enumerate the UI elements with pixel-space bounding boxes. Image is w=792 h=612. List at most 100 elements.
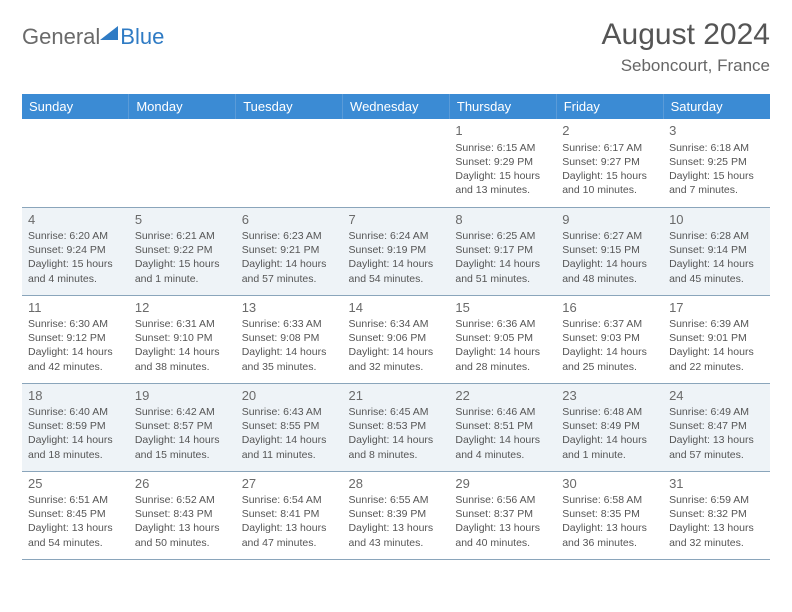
day-number: 3 bbox=[669, 122, 764, 140]
calendar-cell: 14Sunrise: 6:34 AMSunset: 9:06 PMDayligh… bbox=[343, 295, 450, 383]
calendar-cell: 6Sunrise: 6:23 AMSunset: 9:21 PMDaylight… bbox=[236, 207, 343, 295]
calendar-cell: 19Sunrise: 6:42 AMSunset: 8:57 PMDayligh… bbox=[129, 383, 236, 471]
sunset-line: Sunset: 8:51 PM bbox=[455, 419, 550, 433]
calendar-cell: 28Sunrise: 6:55 AMSunset: 8:39 PMDayligh… bbox=[343, 471, 450, 559]
sunset-line: Sunset: 8:37 PM bbox=[455, 507, 550, 521]
sunrise-line: Sunrise: 6:33 AM bbox=[242, 317, 337, 331]
calendar-cell: 29Sunrise: 6:56 AMSunset: 8:37 PMDayligh… bbox=[449, 471, 556, 559]
calendar-cell: 24Sunrise: 6:49 AMSunset: 8:47 PMDayligh… bbox=[663, 383, 770, 471]
daylight-line: Daylight: 13 hours and 43 minutes. bbox=[349, 521, 444, 549]
day-number: 9 bbox=[562, 211, 657, 229]
daylight-line: Daylight: 14 hours and 4 minutes. bbox=[455, 433, 550, 461]
daylight-line: Daylight: 14 hours and 54 minutes. bbox=[349, 257, 444, 285]
page-title: August 2024 bbox=[602, 18, 770, 52]
sunset-line: Sunset: 9:08 PM bbox=[242, 331, 337, 345]
day-number: 5 bbox=[135, 211, 230, 229]
daylight-line: Daylight: 14 hours and 48 minutes. bbox=[562, 257, 657, 285]
daylight-line: Daylight: 14 hours and 18 minutes. bbox=[28, 433, 123, 461]
calendar-cell: 2Sunrise: 6:17 AMSunset: 9:27 PMDaylight… bbox=[556, 119, 663, 207]
day-number: 24 bbox=[669, 387, 764, 405]
sunset-line: Sunset: 8:39 PM bbox=[349, 507, 444, 521]
sunrise-line: Sunrise: 6:40 AM bbox=[28, 405, 123, 419]
sunrise-line: Sunrise: 6:48 AM bbox=[562, 405, 657, 419]
calendar-cell: 12Sunrise: 6:31 AMSunset: 9:10 PMDayligh… bbox=[129, 295, 236, 383]
sunrise-line: Sunrise: 6:42 AM bbox=[135, 405, 230, 419]
calendar-week-row: 1Sunrise: 6:15 AMSunset: 9:29 PMDaylight… bbox=[22, 119, 770, 207]
sunrise-line: Sunrise: 6:18 AM bbox=[669, 141, 764, 155]
day-number: 25 bbox=[28, 475, 123, 493]
day-number: 7 bbox=[349, 211, 444, 229]
calendar-cell: 20Sunrise: 6:43 AMSunset: 8:55 PMDayligh… bbox=[236, 383, 343, 471]
sunrise-line: Sunrise: 6:20 AM bbox=[28, 229, 123, 243]
sunset-line: Sunset: 9:15 PM bbox=[562, 243, 657, 257]
calendar-cell: 3Sunrise: 6:18 AMSunset: 9:25 PMDaylight… bbox=[663, 119, 770, 207]
daylight-line: Daylight: 13 hours and 36 minutes. bbox=[562, 521, 657, 549]
sunset-line: Sunset: 8:59 PM bbox=[28, 419, 123, 433]
day-number: 19 bbox=[135, 387, 230, 405]
weekday-header: Friday bbox=[556, 94, 663, 119]
sunset-line: Sunset: 8:43 PM bbox=[135, 507, 230, 521]
day-number: 27 bbox=[242, 475, 337, 493]
day-number: 26 bbox=[135, 475, 230, 493]
calendar-table: SundayMondayTuesdayWednesdayThursdayFrid… bbox=[22, 94, 770, 560]
sunset-line: Sunset: 8:57 PM bbox=[135, 419, 230, 433]
sunrise-line: Sunrise: 6:25 AM bbox=[455, 229, 550, 243]
daylight-line: Daylight: 14 hours and 1 minute. bbox=[562, 433, 657, 461]
sunset-line: Sunset: 9:10 PM bbox=[135, 331, 230, 345]
calendar-cell-empty bbox=[343, 119, 450, 207]
sunrise-line: Sunrise: 6:17 AM bbox=[562, 141, 657, 155]
logo-text-blue: Blue bbox=[120, 24, 164, 50]
calendar-week-row: 11Sunrise: 6:30 AMSunset: 9:12 PMDayligh… bbox=[22, 295, 770, 383]
sunrise-line: Sunrise: 6:23 AM bbox=[242, 229, 337, 243]
sunrise-line: Sunrise: 6:52 AM bbox=[135, 493, 230, 507]
sunrise-line: Sunrise: 6:27 AM bbox=[562, 229, 657, 243]
header: General Blue August 2024 Seboncourt, Fra… bbox=[22, 18, 770, 76]
sunrise-line: Sunrise: 6:58 AM bbox=[562, 493, 657, 507]
day-number: 15 bbox=[455, 299, 550, 317]
calendar-cell: 21Sunrise: 6:45 AMSunset: 8:53 PMDayligh… bbox=[343, 383, 450, 471]
sunset-line: Sunset: 8:55 PM bbox=[242, 419, 337, 433]
sunrise-line: Sunrise: 6:51 AM bbox=[28, 493, 123, 507]
sunset-line: Sunset: 8:45 PM bbox=[28, 507, 123, 521]
day-number: 12 bbox=[135, 299, 230, 317]
calendar-body: 1Sunrise: 6:15 AMSunset: 9:29 PMDaylight… bbox=[22, 119, 770, 559]
sunrise-line: Sunrise: 6:24 AM bbox=[349, 229, 444, 243]
sunset-line: Sunset: 8:49 PM bbox=[562, 419, 657, 433]
calendar-header-row: SundayMondayTuesdayWednesdayThursdayFrid… bbox=[22, 94, 770, 119]
daylight-line: Daylight: 15 hours and 1 minute. bbox=[135, 257, 230, 285]
sunrise-line: Sunrise: 6:36 AM bbox=[455, 317, 550, 331]
calendar-week-row: 4Sunrise: 6:20 AMSunset: 9:24 PMDaylight… bbox=[22, 207, 770, 295]
sunset-line: Sunset: 9:25 PM bbox=[669, 155, 764, 169]
day-number: 21 bbox=[349, 387, 444, 405]
daylight-line: Daylight: 14 hours and 38 minutes. bbox=[135, 345, 230, 373]
calendar-cell: 25Sunrise: 6:51 AMSunset: 8:45 PMDayligh… bbox=[22, 471, 129, 559]
daylight-line: Daylight: 15 hours and 10 minutes. bbox=[562, 169, 657, 197]
day-number: 1 bbox=[455, 122, 550, 140]
daylight-line: Daylight: 14 hours and 32 minutes. bbox=[349, 345, 444, 373]
daylight-line: Daylight: 13 hours and 47 minutes. bbox=[242, 521, 337, 549]
logo-triangle-icon bbox=[100, 26, 118, 40]
day-number: 8 bbox=[455, 211, 550, 229]
day-number: 6 bbox=[242, 211, 337, 229]
calendar-cell: 17Sunrise: 6:39 AMSunset: 9:01 PMDayligh… bbox=[663, 295, 770, 383]
day-number: 10 bbox=[669, 211, 764, 229]
sunset-line: Sunset: 9:05 PM bbox=[455, 331, 550, 345]
daylight-line: Daylight: 13 hours and 57 minutes. bbox=[669, 433, 764, 461]
day-number: 4 bbox=[28, 211, 123, 229]
day-number: 11 bbox=[28, 299, 123, 317]
calendar-cell: 7Sunrise: 6:24 AMSunset: 9:19 PMDaylight… bbox=[343, 207, 450, 295]
daylight-line: Daylight: 14 hours and 42 minutes. bbox=[28, 345, 123, 373]
daylight-line: Daylight: 15 hours and 13 minutes. bbox=[455, 169, 550, 197]
sunrise-line: Sunrise: 6:31 AM bbox=[135, 317, 230, 331]
sunset-line: Sunset: 9:14 PM bbox=[669, 243, 764, 257]
daylight-line: Daylight: 14 hours and 8 minutes. bbox=[349, 433, 444, 461]
calendar-cell: 22Sunrise: 6:46 AMSunset: 8:51 PMDayligh… bbox=[449, 383, 556, 471]
daylight-line: Daylight: 13 hours and 40 minutes. bbox=[455, 521, 550, 549]
calendar-cell: 23Sunrise: 6:48 AMSunset: 8:49 PMDayligh… bbox=[556, 383, 663, 471]
sunset-line: Sunset: 9:22 PM bbox=[135, 243, 230, 257]
logo: General Blue bbox=[22, 18, 164, 50]
day-number: 20 bbox=[242, 387, 337, 405]
sunset-line: Sunset: 8:53 PM bbox=[349, 419, 444, 433]
sunrise-line: Sunrise: 6:45 AM bbox=[349, 405, 444, 419]
daylight-line: Daylight: 14 hours and 57 minutes. bbox=[242, 257, 337, 285]
